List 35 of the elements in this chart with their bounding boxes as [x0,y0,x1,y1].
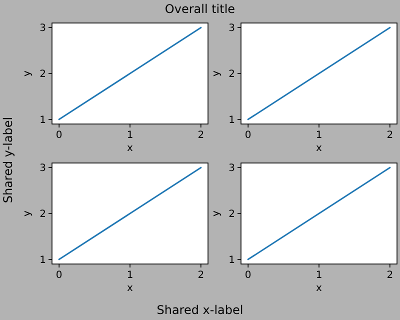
x-tick-label: 2 [386,270,394,281]
text: Shared x-label [156,303,244,317]
y-tick-label: 3 [40,163,46,174]
x-tick-label: 1 [316,270,322,281]
y-tick-label: 1 [228,114,235,126]
y-axis-title: y [22,210,33,216]
y-tick-label: 3 [40,23,46,34]
x-tick-label: 1 [126,130,134,141]
y-tick-label: 2 [228,209,235,220]
y-tick-label: 3 [228,163,235,174]
y-tick-label: 1 [40,254,46,266]
y-tick-label: 1 [228,254,235,266]
x-tick-label: 0 [244,130,252,141]
x-axis-title: x [127,283,134,294]
y-tick-label: 2 [40,69,46,80]
x-tick-label: 2 [198,130,204,141]
y-tick-label: 2 [228,69,235,80]
x-tick-label: 1 [316,130,322,141]
x-axis-title: x [316,283,322,294]
x-axis-title: x [127,143,134,154]
x-tick-label: 2 [198,270,204,281]
y-tick-label: 1 [40,114,46,126]
y-axis-title: y [22,70,33,76]
x-tick-label: 0 [56,270,62,281]
x-tick-label: 0 [56,130,62,141]
x-axis-title: x [316,143,322,154]
y-tick-label: 3 [228,23,235,34]
x-tick-label: 1 [126,270,134,281]
x-tick-label: 2 [386,130,394,141]
y-axis-title: y [211,210,222,216]
y-axis-title: y [211,70,222,76]
x-tick-label: 0 [244,270,252,281]
text: Shared y-label [1,116,15,204]
text: Overall title [164,2,236,16]
y-tick-label: 2 [40,209,46,220]
